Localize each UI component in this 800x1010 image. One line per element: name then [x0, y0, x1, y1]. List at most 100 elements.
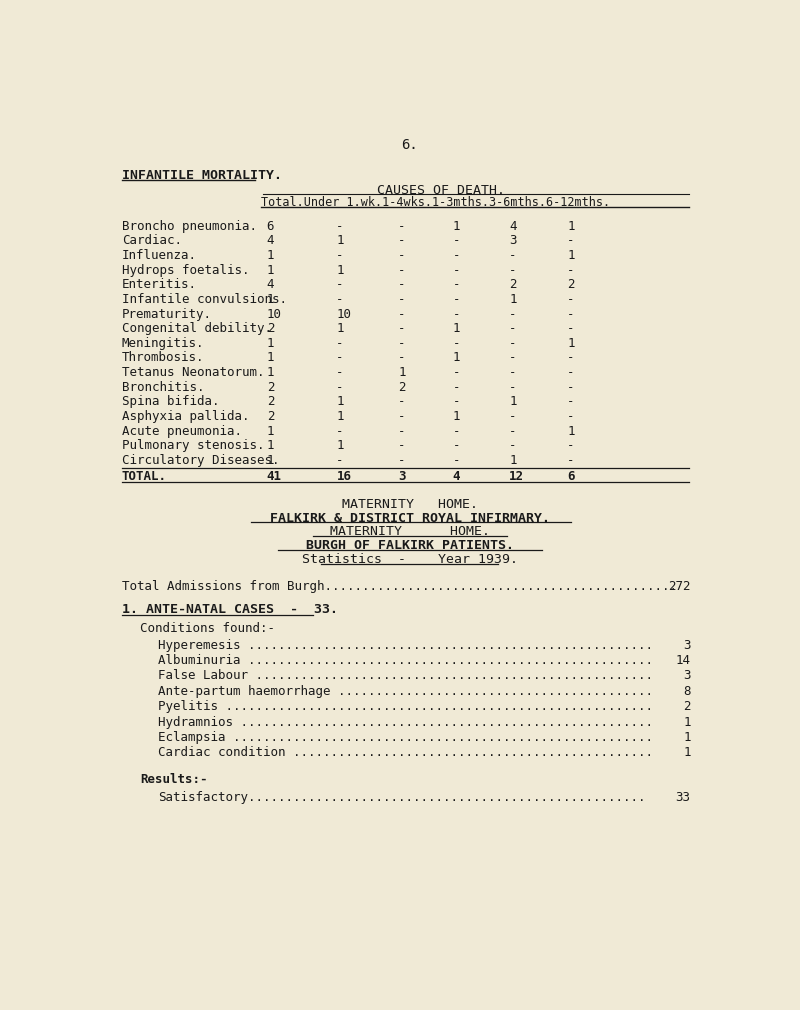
Text: 10: 10: [266, 307, 282, 320]
Text: Asphyxia pallida.: Asphyxia pallida.: [122, 410, 250, 423]
Text: Conditions found:-: Conditions found:-: [140, 622, 275, 634]
Text: 2: 2: [266, 410, 274, 423]
Text: -: -: [453, 336, 460, 349]
Text: -: -: [453, 453, 460, 467]
Text: 4: 4: [266, 279, 274, 291]
Text: -: -: [509, 322, 517, 335]
Text: 4: 4: [266, 234, 274, 247]
Text: Hyperemesis ......................................................: Hyperemesis ............................…: [158, 638, 653, 651]
Text: 16: 16: [336, 470, 351, 483]
Text: -: -: [509, 410, 517, 423]
Text: 2: 2: [567, 279, 575, 291]
Text: TOTAL.: TOTAL.: [122, 470, 166, 483]
Text: -: -: [398, 220, 406, 232]
Text: -: -: [398, 336, 406, 349]
Text: Results:-: Results:-: [140, 773, 208, 786]
Text: Cardiac condition ................................................: Cardiac condition ......................…: [158, 746, 653, 760]
Text: Total Admissions from Burgh...............................................: Total Admissions from Burgh.............…: [122, 580, 677, 593]
Text: Spina bifida.: Spina bifida.: [122, 395, 219, 408]
Text: 1: 1: [509, 395, 517, 408]
Text: -: -: [398, 293, 406, 306]
Text: -: -: [509, 264, 517, 277]
Text: -: -: [509, 351, 517, 365]
Text: Eclampsia ........................................................: Eclampsia ..............................…: [158, 731, 653, 744]
Text: 1: 1: [266, 336, 274, 349]
Text: -: -: [336, 293, 344, 306]
Text: -: -: [398, 424, 406, 437]
Text: Congenital debility.: Congenital debility.: [122, 322, 272, 335]
Text: 2: 2: [509, 279, 517, 291]
Text: 1: 1: [266, 351, 274, 365]
Text: -: -: [453, 293, 460, 306]
Text: 6: 6: [266, 220, 274, 232]
Text: -: -: [567, 234, 575, 247]
Text: -: -: [453, 234, 460, 247]
Text: 1: 1: [453, 220, 460, 232]
Text: -: -: [567, 453, 575, 467]
Text: Cardiac.: Cardiac.: [122, 234, 182, 247]
Text: -: -: [567, 410, 575, 423]
Text: 1: 1: [567, 249, 575, 262]
Text: -: -: [336, 453, 344, 467]
Text: -: -: [567, 381, 575, 394]
Text: -: -: [398, 453, 406, 467]
Text: Hydramnios .......................................................: Hydramnios .............................…: [158, 716, 653, 728]
Text: 4: 4: [453, 470, 460, 483]
Text: 1: 1: [336, 410, 344, 423]
Text: Satisfactory.....................................................: Satisfactory............................…: [158, 791, 646, 804]
Text: -: -: [567, 351, 575, 365]
Text: Meningitis.: Meningitis.: [122, 336, 204, 349]
Text: -: -: [336, 279, 344, 291]
Text: -: -: [453, 395, 460, 408]
Text: 1: 1: [509, 293, 517, 306]
Text: 1: 1: [266, 453, 274, 467]
Text: -: -: [509, 381, 517, 394]
Text: 6: 6: [567, 470, 575, 483]
Text: -: -: [567, 307, 575, 320]
Text: -: -: [509, 424, 517, 437]
Text: 2: 2: [398, 381, 406, 394]
Text: 6.: 6.: [402, 138, 418, 153]
Text: 3: 3: [683, 638, 690, 651]
Text: 1: 1: [336, 264, 344, 277]
Text: -: -: [336, 381, 344, 394]
Text: 41: 41: [266, 470, 282, 483]
Text: Tetanus Neonatorum.: Tetanus Neonatorum.: [122, 366, 264, 379]
Text: Acute pneumonia.: Acute pneumonia.: [122, 424, 242, 437]
Text: 1: 1: [453, 322, 460, 335]
Text: 1: 1: [509, 453, 517, 467]
Text: 1: 1: [683, 716, 690, 728]
Text: False Labour .....................................................: False Labour ...........................…: [158, 670, 653, 683]
Text: -: -: [398, 249, 406, 262]
Text: -: -: [567, 293, 575, 306]
Text: 1: 1: [336, 234, 344, 247]
Text: 1: 1: [336, 395, 344, 408]
Text: MATERNITY   HOME.: MATERNITY HOME.: [342, 498, 478, 511]
Text: 1: 1: [567, 424, 575, 437]
Text: 3: 3: [683, 670, 690, 683]
Text: 12: 12: [509, 470, 524, 483]
Text: 1: 1: [567, 336, 575, 349]
Text: Total.Under 1.wk.1-4wks.1-3mths.3-6mths.6-12mths.: Total.Under 1.wk.1-4wks.1-3mths.3-6mths.…: [262, 196, 610, 209]
Text: 2: 2: [683, 700, 690, 713]
Text: 4: 4: [509, 220, 517, 232]
Text: -: -: [398, 234, 406, 247]
Text: 1: 1: [266, 424, 274, 437]
Text: Ante-partum haemorrhage ..........................................: Ante-partum haemorrhage ................…: [158, 685, 653, 698]
Text: Thrombosis.: Thrombosis.: [122, 351, 204, 365]
Text: -: -: [453, 439, 460, 452]
Text: -: -: [398, 279, 406, 291]
Text: -: -: [453, 264, 460, 277]
Text: -: -: [509, 249, 517, 262]
Text: -: -: [567, 395, 575, 408]
Text: 1: 1: [336, 439, 344, 452]
Text: 2: 2: [266, 395, 274, 408]
Text: 1: 1: [453, 410, 460, 423]
Text: -: -: [453, 307, 460, 320]
Text: -: -: [398, 439, 406, 452]
Text: 8: 8: [683, 685, 690, 698]
Text: FALKIRK & DISTRICT ROYAL INFIRMARY.: FALKIRK & DISTRICT ROYAL INFIRMARY.: [270, 512, 550, 524]
Text: 3: 3: [398, 470, 406, 483]
Text: CAUSES OF DEATH.: CAUSES OF DEATH.: [377, 185, 505, 197]
Text: -: -: [567, 366, 575, 379]
